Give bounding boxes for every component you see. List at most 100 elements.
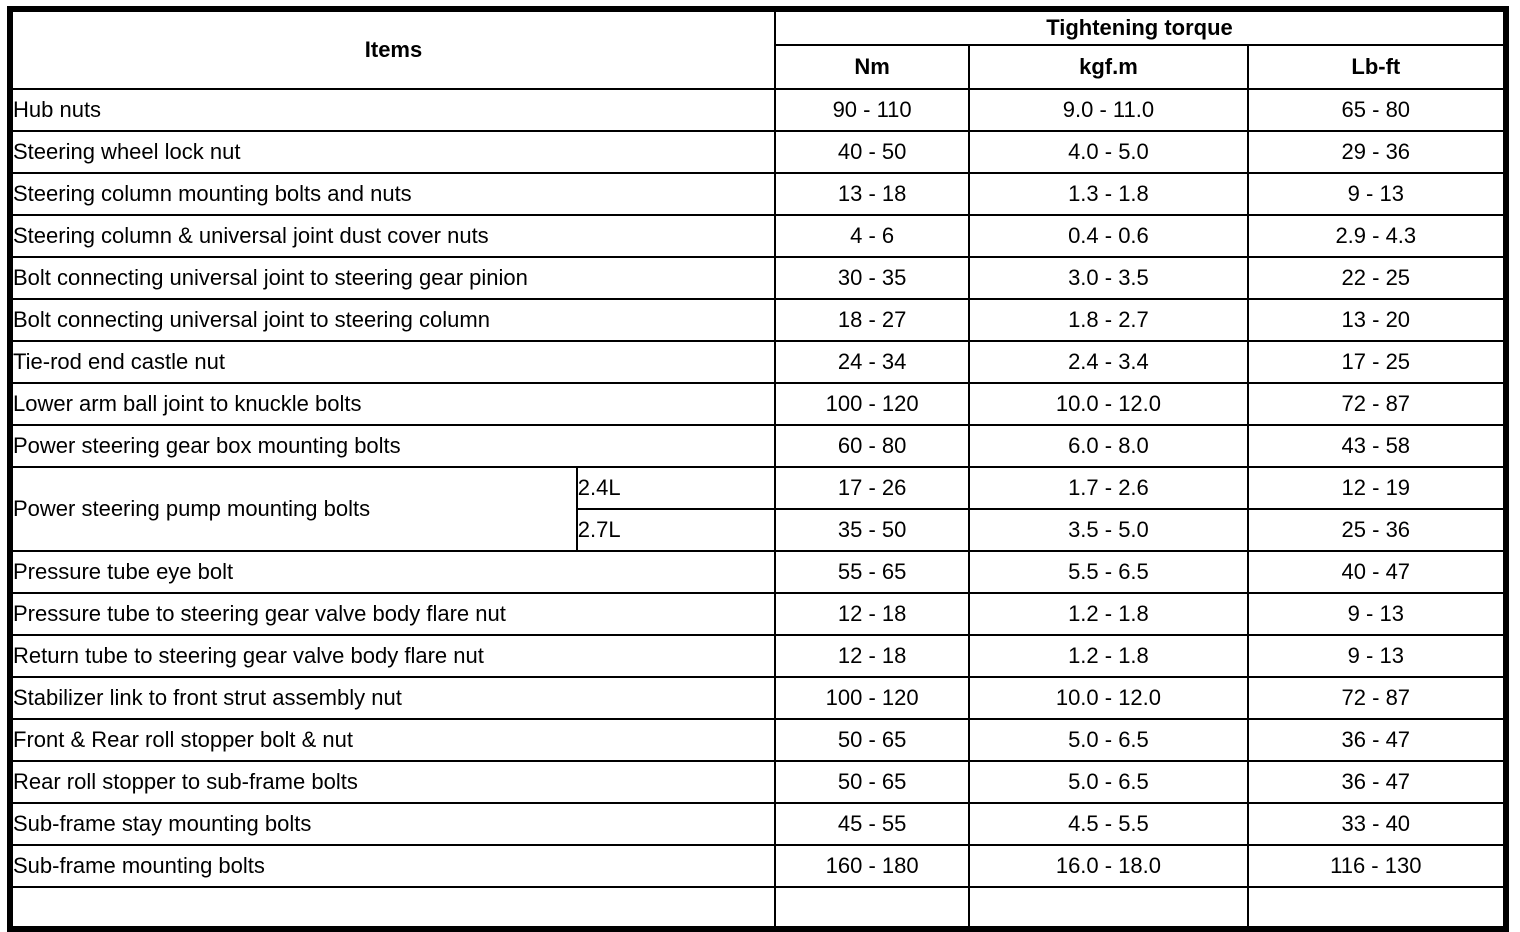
lbft-cell: 72 - 87 xyxy=(1246,382,1508,426)
nm-cell: 17 - 26 xyxy=(773,466,971,510)
kgfm-cell: 1.2 - 1.8 xyxy=(968,634,1249,678)
torque-spec-table: Items Tightening torque Nm kgf.m Lb-ft H… xyxy=(7,6,1509,932)
kgfm-cell: 5.0 - 6.5 xyxy=(968,760,1249,804)
lbft-cell: 36 - 47 xyxy=(1246,760,1508,804)
item-cell: Bolt connecting universal joint to steer… xyxy=(9,298,776,342)
unit-header-lbft: Lb-ft xyxy=(1246,44,1508,90)
nm-cell: 90 - 110 xyxy=(773,88,971,132)
item-cell: Rear roll stopper to sub-frame bolts xyxy=(9,760,776,804)
nm-cell: 12 - 18 xyxy=(773,592,971,636)
table-row xyxy=(9,886,1508,930)
items-column-header: Items xyxy=(9,8,776,90)
item-cell: Steering wheel lock nut xyxy=(9,130,776,174)
table-row: Rear roll stopper to sub-frame bolts 50 … xyxy=(9,760,1508,804)
kgfm-cell: 5.0 - 6.5 xyxy=(968,718,1249,762)
nm-cell: 60 - 80 xyxy=(773,424,971,468)
table-row: Sub-frame stay mounting bolts 45 - 55 4.… xyxy=(9,802,1508,846)
lbft-cell: 22 - 25 xyxy=(1246,256,1508,300)
document-page: Items Tightening torque Nm kgf.m Lb-ft H… xyxy=(7,6,1509,932)
nm-cell: 18 - 27 xyxy=(773,298,971,342)
kgfm-cell: 10.0 - 12.0 xyxy=(968,676,1249,720)
kgfm-cell: 16.0 - 18.0 xyxy=(968,844,1249,888)
table-row: Lower arm ball joint to knuckle bolts 10… xyxy=(9,382,1508,426)
table-row-pump-24l: Power steering pump mounting bolts 2.4L … xyxy=(9,466,1508,552)
engine-variant-cell: 2.7L xyxy=(575,508,777,552)
lbft-cell: 72 - 87 xyxy=(1246,676,1508,720)
kgfm-cell: 6.0 - 8.0 xyxy=(968,424,1249,468)
lbft-cell: 40 - 47 xyxy=(1246,550,1508,594)
nm-cell: 55 - 65 xyxy=(773,550,971,594)
lbft-cell xyxy=(1246,886,1508,930)
item-cell: Power steering gear box mounting bolts xyxy=(9,424,776,468)
item-cell: Power steering pump mounting bolts xyxy=(9,466,578,552)
lbft-cell: 43 - 58 xyxy=(1246,424,1508,468)
lbft-cell: 36 - 47 xyxy=(1246,718,1508,762)
table-row: Return tube to steering gear valve body … xyxy=(9,634,1508,678)
table-row: Sub-frame mounting bolts 160 - 180 16.0 … xyxy=(9,844,1508,888)
lbft-cell: 12 - 19 xyxy=(1246,466,1508,510)
item-cell: Lower arm ball joint to knuckle bolts xyxy=(9,382,776,426)
lbft-cell: 9 - 13 xyxy=(1246,592,1508,636)
kgfm-cell: 9.0 - 11.0 xyxy=(968,88,1249,132)
kgfm-cell: 1.8 - 2.7 xyxy=(968,298,1249,342)
lbft-cell: 116 - 130 xyxy=(1246,844,1508,888)
torque-group-header: Tightening torque xyxy=(774,8,1507,46)
table-row: Pressure tube to steering gear valve bod… xyxy=(9,592,1508,636)
item-cell xyxy=(9,886,776,930)
kgfm-cell: 2.4 - 3.4 xyxy=(968,340,1249,384)
nm-cell: 13 - 18 xyxy=(773,172,971,216)
table-row: Steering wheel lock nut 40 - 50 4.0 - 5.… xyxy=(9,130,1508,174)
item-cell: Sub-frame mounting bolts xyxy=(9,844,776,888)
kgfm-cell: 4.0 - 5.0 xyxy=(968,130,1249,174)
lbft-cell: 29 - 36 xyxy=(1246,130,1508,174)
engine-variant-cell: 2.4L xyxy=(575,466,777,510)
table-row: Bolt connecting universal joint to steer… xyxy=(9,298,1508,342)
nm-cell: 40 - 50 xyxy=(773,130,971,174)
lbft-cell: 33 - 40 xyxy=(1246,802,1508,846)
kgfm-cell: 1.7 - 2.6 xyxy=(968,466,1249,510)
lbft-cell: 25 - 36 xyxy=(1246,508,1508,552)
item-cell: Steering column mounting bolts and nuts xyxy=(9,172,776,216)
unit-header-nm: Nm xyxy=(773,44,971,90)
table-row: Pressure tube eye bolt 55 - 65 5.5 - 6.5… xyxy=(9,550,1508,594)
nm-cell: 12 - 18 xyxy=(773,634,971,678)
unit-header-kgfm: kgf.m xyxy=(968,44,1249,90)
kgfm-cell xyxy=(968,886,1249,930)
kgfm-cell: 0.4 - 0.6 xyxy=(968,214,1249,258)
item-cell: Tie-rod end castle nut xyxy=(9,340,776,384)
nm-cell: 35 - 50 xyxy=(773,508,971,552)
table-row-pump-27l: 2.7L 35 - 50 3.5 - 5.0 25 - 36 xyxy=(10,508,1508,552)
item-cell: Pressure tube eye bolt xyxy=(9,550,776,594)
kgfm-cell: 5.5 - 6.5 xyxy=(968,550,1249,594)
item-cell: Steering column & universal joint dust c… xyxy=(9,214,776,258)
item-cell: Sub-frame stay mounting bolts xyxy=(9,802,776,846)
nm-cell: 100 - 120 xyxy=(773,676,971,720)
nm-cell: 30 - 35 xyxy=(773,256,971,300)
nm-cell: 4 - 6 xyxy=(773,214,971,258)
table-row: Hub nuts 90 - 110 9.0 - 11.0 65 - 80 xyxy=(9,88,1508,132)
table-row: Power steering gear box mounting bolts 6… xyxy=(9,424,1508,468)
nm-cell: 50 - 65 xyxy=(773,718,971,762)
kgfm-cell: 3.0 - 3.5 xyxy=(968,256,1249,300)
lbft-cell: 9 - 13 xyxy=(1246,634,1508,678)
lbft-cell: 17 - 25 xyxy=(1246,340,1508,384)
nm-cell: 100 - 120 xyxy=(773,382,971,426)
lbft-cell: 2.9 - 4.3 xyxy=(1246,214,1508,258)
item-cell: Return tube to steering gear valve body … xyxy=(9,634,776,678)
kgfm-cell: 1.3 - 1.8 xyxy=(968,172,1249,216)
item-cell: Front & Rear roll stopper bolt & nut xyxy=(9,718,776,762)
kgfm-cell: 3.5 - 5.0 xyxy=(968,508,1249,552)
nm-cell: 160 - 180 xyxy=(773,844,971,888)
lbft-cell: 9 - 13 xyxy=(1246,172,1508,216)
table-row: Tie-rod end castle nut 24 - 34 2.4 - 3.4… xyxy=(9,340,1508,384)
table-row: Bolt connecting universal joint to steer… xyxy=(9,256,1508,300)
table-row: Front & Rear roll stopper bolt & nut 50 … xyxy=(9,718,1508,762)
nm-cell: 50 - 65 xyxy=(773,760,971,804)
nm-cell: 45 - 55 xyxy=(773,802,971,846)
nm-cell xyxy=(773,886,971,930)
kgfm-cell: 1.2 - 1.8 xyxy=(968,592,1249,636)
lbft-cell: 65 - 80 xyxy=(1246,88,1508,132)
lbft-cell: 13 - 20 xyxy=(1246,298,1508,342)
table-row: Steering column mounting bolts and nuts … xyxy=(9,172,1508,216)
item-cell: Hub nuts xyxy=(9,88,776,132)
